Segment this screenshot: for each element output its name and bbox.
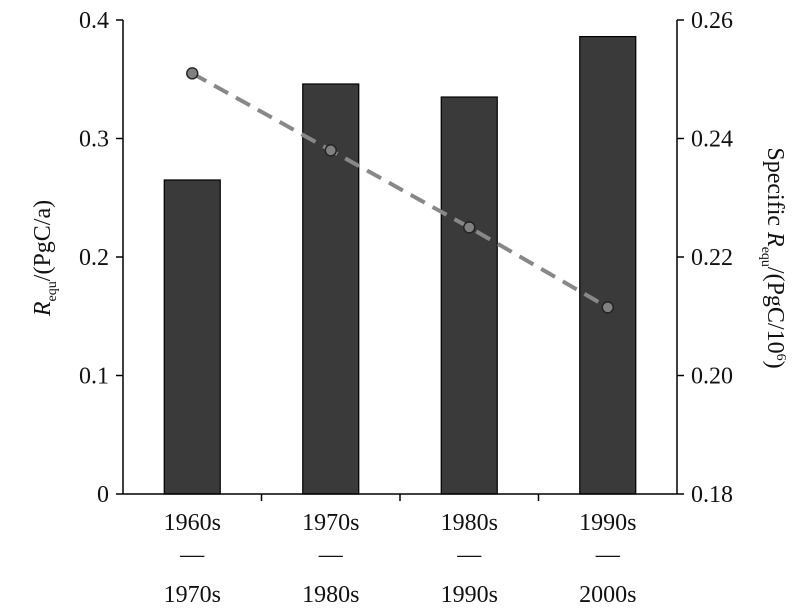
right-axis-title-rest: /(PgC/10 (762, 267, 788, 354)
left-axis-ticks: 0 0.1 0.2 0.3 0.4 (79, 8, 123, 508)
left-tick-label: 0.3 (79, 127, 109, 153)
left-axis-title: Requ/(PgC/a) (30, 200, 60, 317)
right-axis-title-pre: Specific (762, 147, 788, 232)
right-tick-label: 0.18 (691, 482, 733, 508)
x-tick-label: — (456, 542, 482, 568)
x-tick-label: — (595, 542, 621, 568)
line-point (601, 301, 614, 314)
right-axis-title-close: ) (762, 361, 788, 369)
x-tick-label: 1970s (164, 582, 221, 608)
x-tick-label: — (179, 542, 205, 568)
right-axis-title: Specific Requ/(PgC/106) (758, 147, 788, 368)
right-tick-label: 0.24 (691, 127, 733, 153)
x-tick-label: 1960s (164, 510, 221, 536)
x-tick-label: 1980s (302, 582, 359, 608)
line-point (186, 67, 199, 80)
line-series (186, 67, 614, 314)
right-tick-label: 0.20 (691, 364, 733, 390)
x-tick-label: — (318, 542, 344, 568)
left-tick-label: 0.1 (79, 364, 109, 390)
x-tick-label: 2000s (579, 582, 636, 608)
right-axis-ticks: 0.18 0.20 0.22 0.24 0.26 (677, 8, 733, 508)
right-tick-label: 0.26 (691, 8, 733, 34)
bar (163, 179, 221, 495)
left-tick-label: 0.4 (79, 8, 109, 34)
left-axis-title-main: R (30, 301, 56, 317)
x-tick-label: 1990s (441, 582, 498, 608)
bar (440, 96, 498, 495)
line-point (463, 221, 476, 234)
x-tick-label: 1990s (579, 510, 636, 536)
line-path (191, 71, 609, 310)
bar-group (163, 35, 637, 495)
right-axis-title-main: R (762, 231, 788, 247)
left-axis-title-sub: equ (45, 281, 60, 301)
left-tick-label: 0 (97, 482, 109, 508)
right-axis-title-sub: equ (758, 247, 773, 267)
x-tick-label: 1970s (302, 510, 359, 536)
x-tick-label: 1980s (441, 510, 498, 536)
bar (579, 35, 637, 495)
right-axis-title-sup: 6 (773, 354, 788, 361)
left-axis-title-rest: /(PgC/a) (30, 200, 56, 281)
right-tick-label: 0.22 (691, 245, 733, 271)
x-axis-ticks: 1960s — 1970s 1970s — 1980s 1980s — 1990s 1990s — 2… (164, 494, 636, 608)
line-point (324, 144, 337, 157)
left-tick-label: 0.2 (79, 245, 109, 271)
